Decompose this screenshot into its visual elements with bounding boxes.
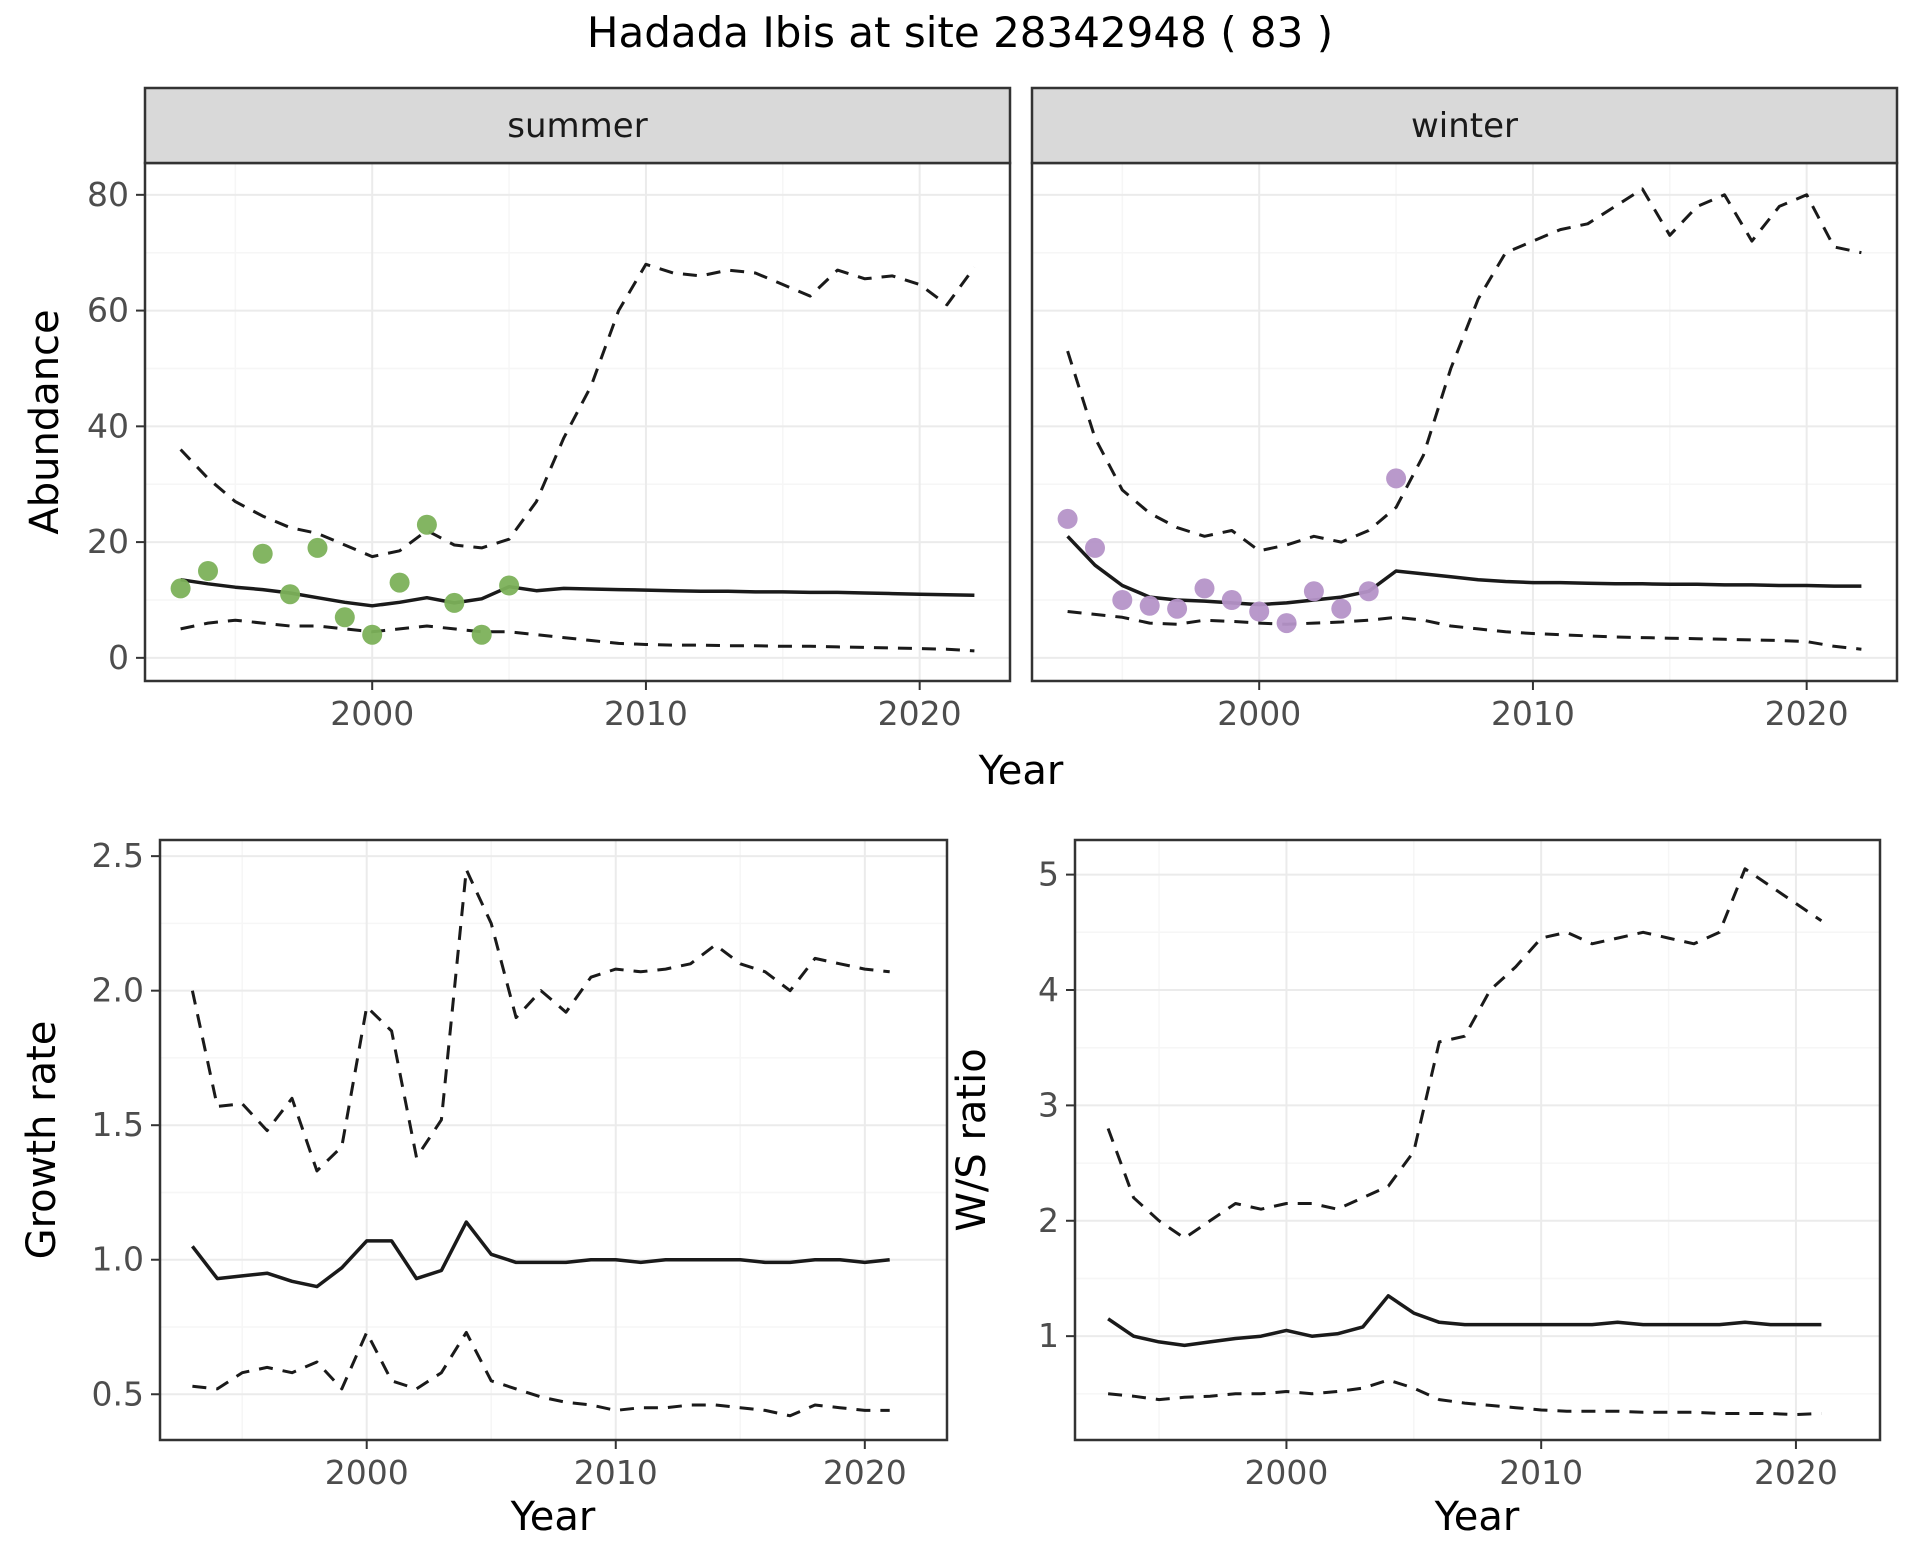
svg-text:2000: 2000: [330, 694, 414, 733]
svg-text:80: 80: [87, 175, 129, 214]
svg-text:2010: 2010: [1491, 694, 1575, 733]
svg-text:2000: 2000: [1244, 1453, 1328, 1492]
svg-text:60: 60: [87, 291, 129, 330]
svg-text:2.5: 2.5: [92, 836, 144, 875]
year-axis-title-top: Year: [978, 748, 1064, 794]
growth-rate-axis-title: Growth rate: [19, 1020, 65, 1260]
svg-text:2020: 2020: [1765, 694, 1849, 733]
svg-text:2: 2: [1038, 1201, 1059, 1240]
svg-text:2000: 2000: [325, 1453, 409, 1492]
figure-title: Hadada Ibis at site 28342948 ( 83 ): [586, 8, 1334, 57]
svg-text:3: 3: [1038, 1085, 1059, 1124]
svg-text:0: 0: [108, 638, 129, 677]
svg-text:2000: 2000: [1217, 694, 1301, 733]
svg-text:1.5: 1.5: [92, 1105, 144, 1144]
ws-ratio-axis-title: W/S ratio: [949, 1048, 995, 1232]
year-axis-title-ws: Year: [1434, 1494, 1520, 1540]
svg-text:0.5: 0.5: [92, 1374, 144, 1413]
svg-text:40: 40: [87, 406, 129, 445]
svg-text:5: 5: [1038, 855, 1059, 894]
svg-text:2010: 2010: [574, 1453, 658, 1492]
svg-text:1: 1: [1038, 1316, 1059, 1355]
facet-strip-summer-label: summer: [507, 105, 648, 146]
facet-strip-winter-label: winter: [1410, 105, 1519, 146]
svg-text:2020: 2020: [1754, 1453, 1838, 1492]
svg-text:2010: 2010: [604, 694, 688, 733]
svg-text:2.0: 2.0: [92, 971, 144, 1010]
svg-text:2020: 2020: [823, 1453, 907, 1492]
abundance-axis-title: Abundance: [22, 309, 68, 535]
svg-text:1.0: 1.0: [92, 1240, 144, 1279]
svg-text:4: 4: [1038, 970, 1059, 1009]
svg-text:2010: 2010: [1499, 1453, 1583, 1492]
svg-text:2020: 2020: [878, 694, 962, 733]
year-axis-title-growth: Year: [510, 1494, 596, 1540]
svg-text:20: 20: [87, 522, 129, 561]
